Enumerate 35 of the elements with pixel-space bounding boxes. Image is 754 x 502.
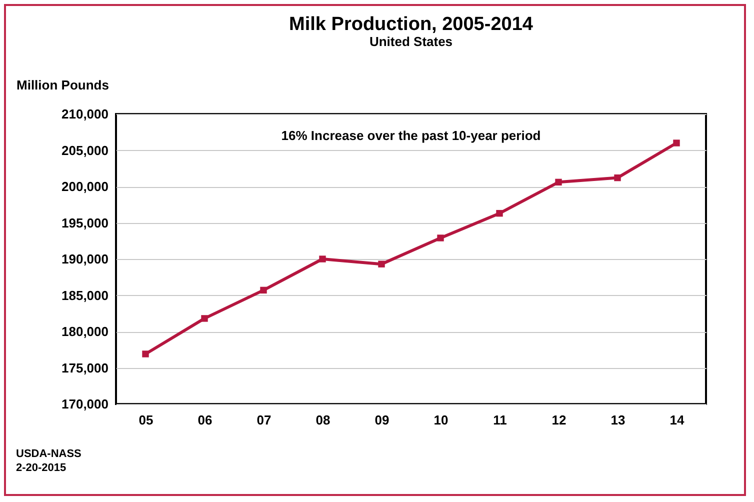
point bbox=[496, 210, 503, 217]
point bbox=[201, 315, 208, 322]
point bbox=[142, 350, 149, 358]
annotation: 16% Increase over the past 10-year period bbox=[281, 128, 541, 143]
x-tick-label: 09 bbox=[374, 412, 390, 428]
y-tick-label: 180,000 bbox=[62, 324, 108, 339]
point bbox=[437, 234, 444, 242]
y-tick-label: 185,000 bbox=[62, 288, 108, 303]
x-tick-label: 14 bbox=[670, 412, 685, 428]
y-tick-label: 195,000 bbox=[62, 215, 108, 230]
y-axis-title: Million Pounds bbox=[16, 78, 109, 92]
y-tick-label: 200,000 bbox=[62, 179, 108, 194]
point bbox=[555, 178, 562, 186]
chart-subtitle: United States bbox=[369, 34, 453, 49]
x-tick-label: 07 bbox=[256, 412, 272, 428]
x-tick-label: 05 bbox=[138, 412, 154, 428]
y-tick-label: 210,000 bbox=[62, 106, 108, 122]
text: 2-20-2015 bbox=[16, 462, 66, 474]
point bbox=[260, 286, 267, 294]
x-tick-label: 11 bbox=[493, 412, 507, 428]
point bbox=[673, 140, 680, 146]
x-tick-label: 13 bbox=[610, 412, 626, 428]
y-tick-label: 175,000 bbox=[62, 360, 108, 376]
y-tick-label: 170,000 bbox=[62, 396, 108, 412]
point bbox=[378, 260, 385, 268]
x-tick-label: 12 bbox=[552, 412, 566, 428]
x-tick-label: 08 bbox=[316, 412, 330, 428]
x-tick-label: 06 bbox=[198, 412, 212, 428]
y-tick-label: 205,000 bbox=[62, 142, 108, 158]
point bbox=[319, 256, 326, 262]
point bbox=[614, 174, 621, 182]
text: USDA-NASS bbox=[16, 448, 82, 460]
x-tick-label: 10 bbox=[434, 412, 448, 428]
chart-title: Milk Production, 2005-2014 bbox=[289, 14, 534, 35]
y-tick-label: 190,000 bbox=[62, 252, 108, 266]
